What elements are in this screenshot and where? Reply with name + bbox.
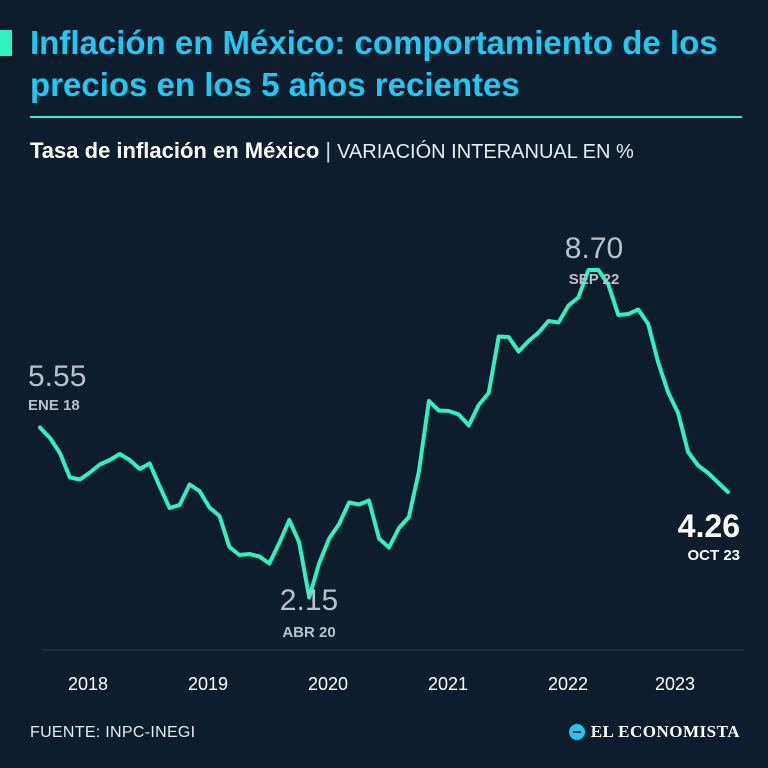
page-title: Inflación en México: comportamiento de l… [30,24,718,103]
x-tick-label: 2020 [308,674,348,694]
title-accent-bar [0,30,12,56]
source-note: FUENTE: INPC-INEGI [30,724,196,741]
series-line-inflation [38,268,730,600]
chart-subtitle: Tasa de inflación en México | VARIACIÓN IN… [30,137,634,166]
brand-logo-icon [568,724,585,740]
brand-name: EL ECONOMISTA [590,722,740,741]
annotation-value: 2.15 [280,584,338,617]
x-tick-label: 2018 [68,674,108,694]
x-tick-label: 2021 [428,674,468,694]
title-divider [30,116,742,118]
annotation-date-label: OCT 23 [687,547,740,564]
x-tick-label: 2022 [548,674,588,694]
annotation-date-label: ABR 20 [282,624,335,641]
x-tick-label: 2019 [188,674,228,694]
subtitle-separator: | [325,138,332,163]
subtitle-main: Tasa de inflación en México [30,138,320,163]
annotation-value: 4.26 [678,508,740,544]
annotation-value: 8.70 [565,232,623,265]
brand-logo: EL ECONOMISTA [568,722,740,742]
subtitle-unit: VARIACIÓN INTERANUAL EN % [337,141,634,163]
annotation-date-label: ENE 18 [28,397,80,414]
annotation-value: 5.55 [28,360,86,393]
annotation-date-label: SEP 22 [569,271,620,288]
x-tick-label: 2023 [655,674,695,694]
